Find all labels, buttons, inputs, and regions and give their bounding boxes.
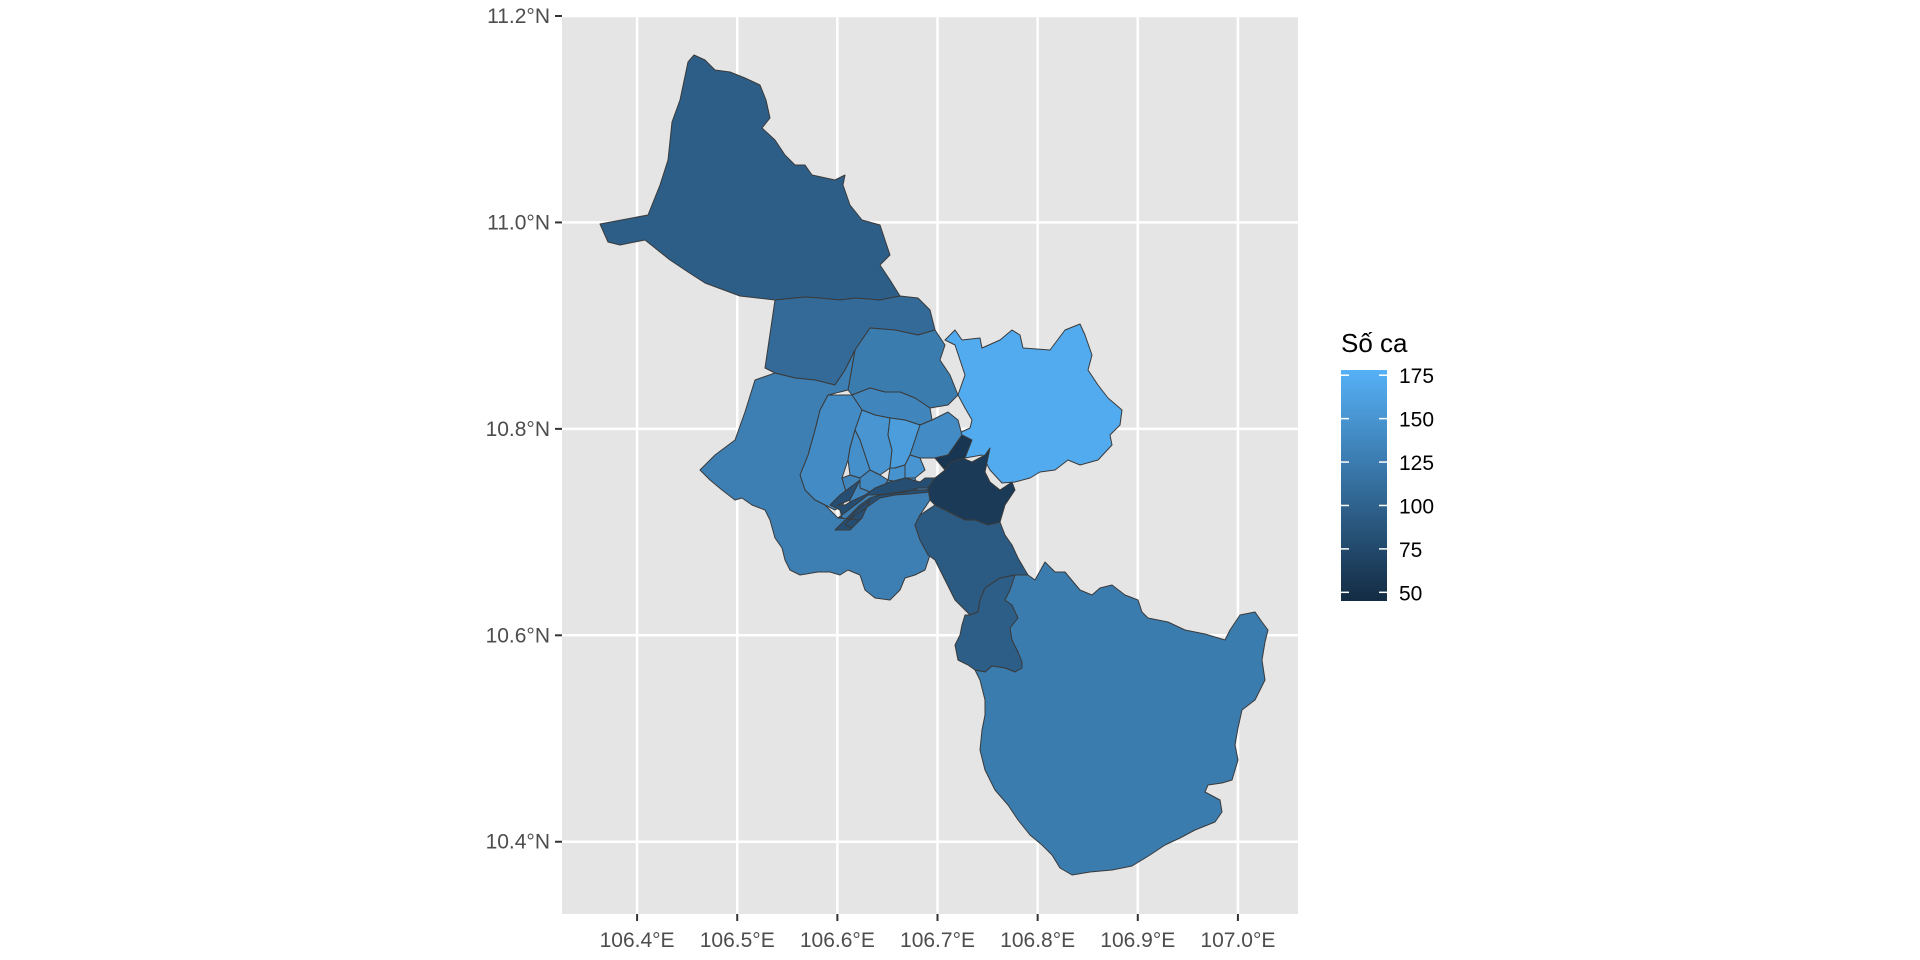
legend-title: Số ca: [1341, 328, 1408, 358]
y-tick-label: 10.4°N: [486, 831, 550, 854]
legend-label: 125: [1399, 452, 1434, 475]
legend-label: 50: [1399, 582, 1422, 605]
legend-colorbar: [1341, 370, 1387, 601]
x-tick-label: 106.8°E: [1000, 929, 1075, 952]
district-quan-8: [829, 477, 936, 531]
y-tick-label: 10.8°N: [486, 418, 550, 441]
x-tick-label: 106.6°E: [800, 929, 875, 952]
legend-label: 150: [1399, 409, 1434, 432]
district-can-gio: [974, 561, 1269, 876]
x-tick-label: 106.7°E: [900, 929, 975, 952]
x-tick-label: 106.4°E: [600, 929, 675, 952]
x-tick-label: 106.5°E: [700, 929, 775, 952]
legend-label: 175: [1399, 365, 1434, 388]
y-tick-label: 10.6°N: [486, 624, 550, 647]
legend: Số ca 175 150 125 100 75 50: [1341, 328, 1434, 605]
district-quan-1: [934, 434, 973, 471]
districts-layer: [599, 54, 1269, 876]
x-tick-label: 106.9°E: [1100, 929, 1175, 952]
district-cu-chi: [599, 54, 901, 301]
district-thu-duc: [944, 323, 1123, 484]
district-binh-chanh: [699, 349, 931, 601]
legend-ticks: 175 150 125 100 75 50: [1341, 365, 1434, 605]
y-tick-label: 11.0°N: [487, 211, 550, 234]
y-tick-label: 11.2°N: [487, 5, 550, 28]
x-tick-label: 107.0°E: [1200, 929, 1275, 952]
legend-label: 100: [1399, 495, 1434, 518]
axes: 106.4°E 106.5°E 106.6°E 106.7°E 106.8°E 106.9…: [486, 5, 1276, 952]
legend-label: 75: [1399, 539, 1422, 562]
